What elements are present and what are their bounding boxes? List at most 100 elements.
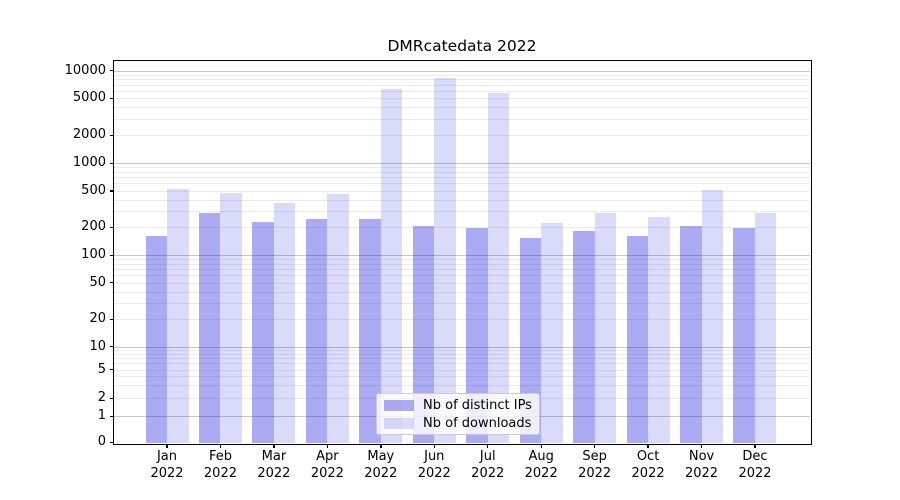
legend-label-distinct-ips: Nb of distinct IPs: [423, 397, 532, 413]
gridline-minor: [114, 211, 810, 213]
y-tick-label: 2000: [72, 127, 106, 143]
x-tick-label: Feb 2022: [203, 449, 237, 481]
y-tick-label: 20: [89, 311, 106, 327]
y-tick-mark: [110, 162, 114, 164]
x-tick-label: Dec 2022: [738, 449, 772, 481]
y-tick-label: 100: [81, 247, 106, 263]
bar-nb-of-distinct-ips: [412, 226, 435, 443]
gridline-minor: [114, 227, 810, 229]
bar-nb-of-distinct-ips: [305, 218, 328, 443]
y-tick-mark: [110, 190, 114, 192]
gridline-minor: [114, 190, 810, 192]
x-tick-mark: [754, 443, 756, 448]
x-tick-mark: [700, 443, 703, 448]
bar-nb-of-downloads: [434, 77, 456, 443]
gridline-minor: [114, 282, 810, 284]
x-tick-label: May 2022: [364, 449, 398, 481]
y-tick-mark: [110, 415, 114, 417]
x-tick-mark: [273, 443, 275, 448]
y-tick-mark: [110, 97, 114, 100]
x-tick-label: Aug 2022: [524, 449, 558, 481]
bar-nb-of-downloads: [380, 89, 403, 443]
gridline-minor: [114, 264, 810, 266]
x-tick-mark: [647, 443, 649, 448]
gridline-minor: [114, 183, 810, 185]
bar-nb-of-distinct-ips: [145, 236, 167, 443]
bar-nb-of-distinct-ips: [733, 228, 755, 443]
legend: Nb of distinct IPs Nb of downloads: [376, 393, 540, 435]
chart-title: DMRcatedata 2022: [387, 37, 537, 55]
y-tick-mark: [110, 254, 114, 256]
y-tick-label: 200: [81, 219, 106, 235]
plot-area: Nb of distinct IPs Nb of downloads: [114, 61, 810, 443]
gridline-minor: [114, 269, 810, 271]
x-tick-mark: [540, 443, 542, 448]
bar-nb-of-distinct-ips: [359, 219, 381, 443]
y-tick-label: 10: [89, 338, 106, 354]
gridline-minor: [114, 275, 810, 277]
x-tick-label: Sep 2022: [578, 449, 612, 481]
gridline-minor: [114, 135, 810, 137]
gridline-minor: [114, 167, 810, 169]
gridline-minor: [114, 107, 810, 109]
x-tick-label: Oct 2022: [631, 449, 665, 481]
y-tick-label: 10000: [64, 62, 106, 78]
y-tick-mark: [110, 441, 114, 443]
bar-nb-of-distinct-ips: [466, 228, 488, 443]
x-tick-mark: [594, 443, 596, 448]
gridline-minor: [114, 84, 810, 86]
legend-swatch-distinct-ips: [384, 399, 414, 411]
x-tick-label: Jun 2022: [417, 449, 451, 481]
legend-swatch-downloads: [384, 417, 414, 429]
gridline-minor: [114, 302, 810, 304]
gridline-minor: [114, 349, 810, 351]
bar-nb-of-distinct-ips: [198, 213, 221, 443]
gridline-minor: [114, 177, 810, 179]
bar-nb-of-downloads: [273, 202, 296, 443]
y-tick-label: 50: [89, 274, 106, 290]
bar-nb-of-downloads: [487, 93, 510, 443]
legend-item-downloads: Nb of downloads: [384, 415, 532, 431]
y-tick-label: 1: [97, 408, 106, 423]
gridline-minor: [114, 353, 810, 355]
bar-nb-of-downloads: [220, 192, 242, 443]
x-tick-mark: [219, 443, 222, 448]
y-tick-label: 1000: [72, 155, 106, 170]
x-tick-label: Mar 2022: [257, 449, 291, 481]
legend-item-distinct-ips: Nb of distinct IPs: [384, 397, 532, 413]
gridline-minor: [114, 74, 810, 76]
bar-nb-of-downloads: [754, 213, 777, 443]
x-tick-mark: [166, 443, 168, 448]
legend-label-downloads: Nb of downloads: [423, 415, 532, 431]
gridline-minor: [114, 369, 810, 371]
y-tick-label: 5: [97, 361, 106, 377]
y-tick-mark: [110, 369, 114, 371]
gridline-minor: [114, 376, 810, 378]
bar-nb-of-downloads: [167, 189, 189, 443]
gridline-minor: [114, 91, 810, 93]
gridline-major: [114, 70, 810, 72]
gridline-minor: [114, 199, 810, 201]
y-tick-label: 5000: [72, 90, 106, 106]
gridline-minor: [114, 259, 810, 261]
gridline-minor: [114, 291, 810, 293]
bar-nb-of-distinct-ips: [519, 237, 542, 443]
y-tick-mark: [110, 318, 114, 320]
y-tick-mark: [110, 70, 114, 72]
x-tick-mark: [380, 443, 382, 448]
x-tick-label: Nov 2022: [684, 449, 719, 481]
bar-nb-of-distinct-ips: [680, 226, 702, 443]
y-tick-label: 2: [97, 390, 106, 405]
y-tick-mark: [110, 282, 114, 284]
gridline-major: [114, 255, 810, 257]
x-tick-mark: [433, 443, 435, 448]
gridline-minor: [114, 363, 810, 365]
x-tick-mark: [487, 443, 489, 448]
gridline-major: [114, 346, 810, 348]
x-tick-label: Jul 2022: [471, 449, 505, 481]
bar-nb-of-downloads: [701, 189, 724, 443]
bar-nb-of-downloads: [327, 194, 349, 443]
y-tick-label: 0: [97, 434, 106, 449]
bar-nb-of-downloads: [541, 222, 563, 443]
